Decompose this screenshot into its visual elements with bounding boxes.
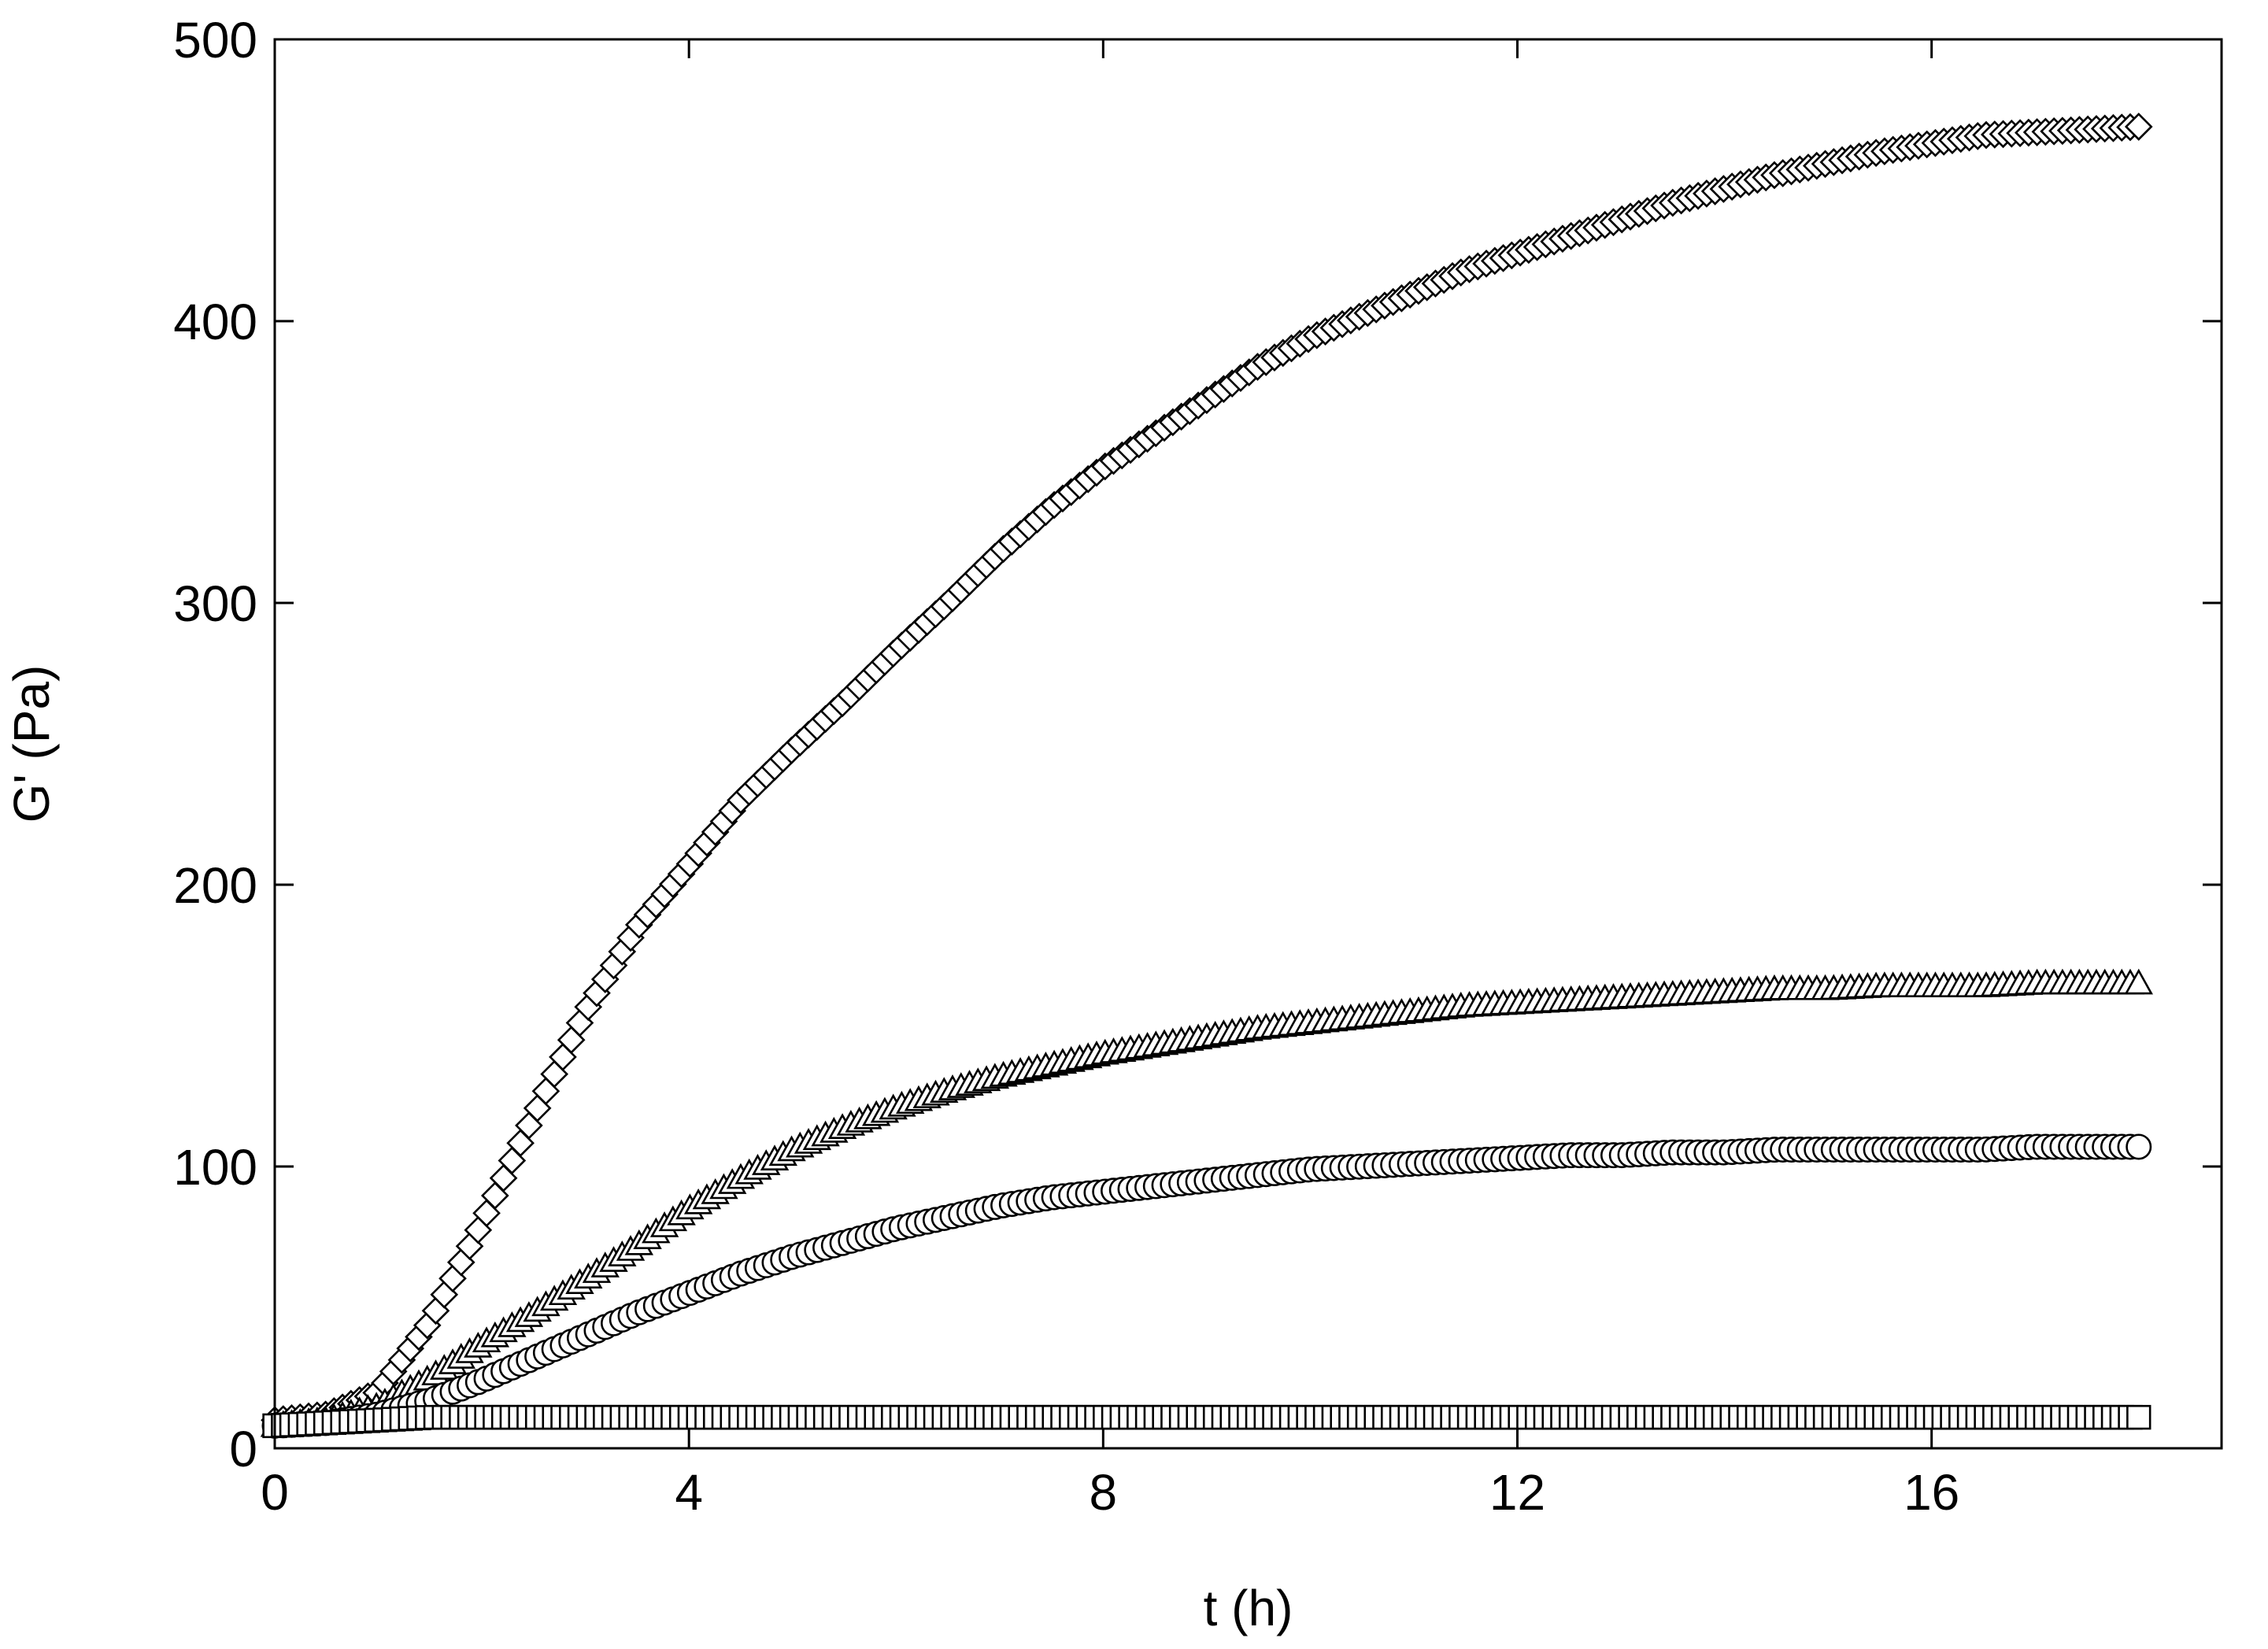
plot-frame — [273, 38, 2223, 1450]
x-tick-label: 0 — [261, 1464, 289, 1521]
y-tick-label: 400 — [173, 294, 257, 350]
square-marker — [2126, 1404, 2151, 1430]
y-tick-label: 500 — [173, 12, 257, 68]
y-tick-label: 300 — [173, 575, 257, 632]
labels-layer: 0 4 8 12 16 0 100 200 300 400 500 — [173, 12, 1959, 1521]
circle-marker — [2126, 1133, 2152, 1160]
ticks-layer — [273, 38, 2222, 1450]
x-tick-label: 16 — [1904, 1464, 1959, 1521]
x-axis-title: t (h) — [1204, 1580, 1293, 1636]
y-tick-label: 100 — [173, 1139, 257, 1196]
markers-layer — [260, 113, 2153, 1439]
y-tick-label: 200 — [173, 857, 257, 914]
x-tick-label: 12 — [1489, 1464, 1545, 1521]
diamond-marker — [2124, 113, 2153, 141]
triangle-marker — [2124, 968, 2153, 995]
y-axis-title: G' (Pa) — [3, 665, 60, 823]
y-tick-label: 0 — [229, 1421, 257, 1477]
x-tick-label: 4 — [675, 1464, 703, 1521]
x-tick-label: 8 — [1090, 1464, 1118, 1521]
